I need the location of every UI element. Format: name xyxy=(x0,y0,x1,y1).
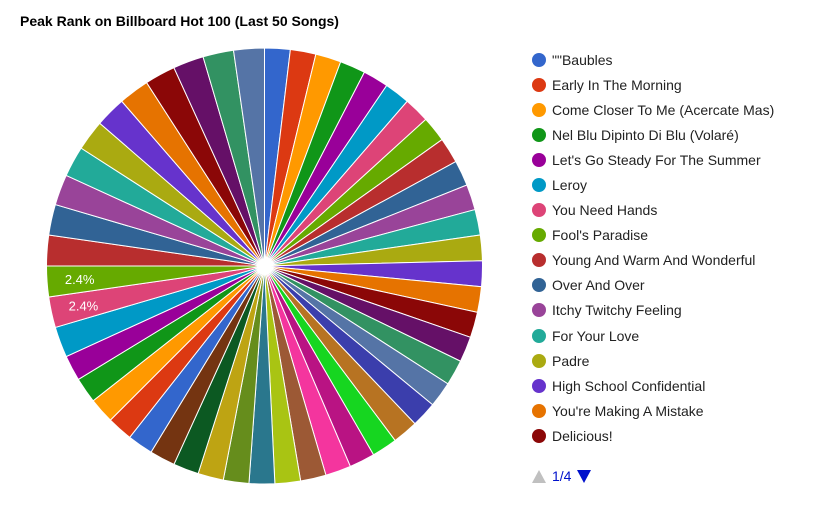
legend-swatch-icon xyxy=(532,102,546,117)
legend-swatch-icon xyxy=(532,303,546,318)
legend-swatch-icon xyxy=(532,328,546,343)
legend-swatch-icon xyxy=(532,203,546,218)
legend-label: For Your Love xyxy=(552,327,640,344)
legend-swatch-icon xyxy=(532,178,546,193)
legend-swatch-icon xyxy=(532,353,546,368)
chart-title: Peak Rank on Billboard Hot 100 (Last 50 … xyxy=(20,13,339,29)
legend-label: Padre xyxy=(552,352,590,369)
legend-item[interactable]: Let's Go Steady For The Summer xyxy=(532,147,774,172)
legend-swatch-icon xyxy=(532,403,546,418)
legend-label: Let's Go Steady For The Summer xyxy=(552,151,761,168)
legend-item[interactable]: Itchy Twitchy Feeling xyxy=(532,298,774,323)
page-down-arrow-icon[interactable] xyxy=(577,469,592,483)
legend-label: Early In The Morning xyxy=(552,76,682,93)
legend-label: You're Making A Mistake xyxy=(552,402,704,419)
legend: ""Baubles Early In The Morning Come Closer… xyxy=(532,47,774,449)
legend-label: ""Baubles xyxy=(552,51,613,68)
legend-label: You Need Hands xyxy=(552,202,658,219)
legend-item[interactable]: Nel Blu Dipinto Di Blu (Volaré) xyxy=(532,122,774,147)
legend-item[interactable]: You Need Hands xyxy=(532,198,774,223)
legend-item[interactable]: For Your Love xyxy=(532,323,774,348)
legend-swatch-icon xyxy=(532,52,546,67)
legend-swatch-icon xyxy=(532,152,546,167)
legend-label: Leroy xyxy=(552,177,588,194)
legend-label: High School Confidential xyxy=(552,377,706,394)
legend-item[interactable]: You're Making A Mistake xyxy=(532,398,774,423)
page-indicator: 1/4 xyxy=(552,468,572,484)
legend-label: Itchy Twitchy Feeling xyxy=(552,302,682,319)
legend-label: Nel Blu Dipinto Di Blu (Volaré) xyxy=(552,126,739,143)
page-up-arrow-icon[interactable] xyxy=(532,469,546,483)
legend-item[interactable]: Over And Over xyxy=(532,273,774,298)
legend-swatch-icon xyxy=(532,77,546,92)
legend-item[interactable]: ""Baubles xyxy=(532,47,774,72)
legend-swatch-icon xyxy=(532,253,546,268)
legend-label: Come Closer To Me (Acercate Mas) xyxy=(552,101,775,118)
legend-item[interactable]: Young And Warm And Wonderful xyxy=(532,248,774,273)
legend-swatch-icon xyxy=(532,127,546,142)
legend-label: Young And Warm And Wonderful xyxy=(552,252,756,269)
pie-slice[interactable] xyxy=(232,47,265,267)
slice-data-label: 2.4% xyxy=(65,272,95,287)
legend-swatch-icon xyxy=(532,428,546,443)
slice-data-label: 2.4% xyxy=(69,298,99,313)
legend-item[interactable]: Delicious! xyxy=(532,423,774,448)
legend-label: Delicious! xyxy=(552,427,613,444)
legend-swatch-icon xyxy=(532,378,546,393)
legend-pager: 1/4 xyxy=(532,468,592,484)
legend-swatch-icon xyxy=(532,278,546,293)
legend-label: Over And Over xyxy=(552,277,645,294)
legend-label: Fool's Paradise xyxy=(552,227,649,244)
legend-item[interactable]: Padre xyxy=(532,348,774,373)
legend-swatch-icon xyxy=(532,228,546,243)
legend-item[interactable]: High School Confidential xyxy=(532,373,774,398)
legend-item[interactable]: Fool's Paradise xyxy=(532,223,774,248)
legend-item[interactable]: Leroy xyxy=(532,172,774,197)
legend-item[interactable]: Come Closer To Me (Acercate Mas) xyxy=(532,97,774,122)
legend-item[interactable]: Early In The Morning xyxy=(532,72,774,97)
